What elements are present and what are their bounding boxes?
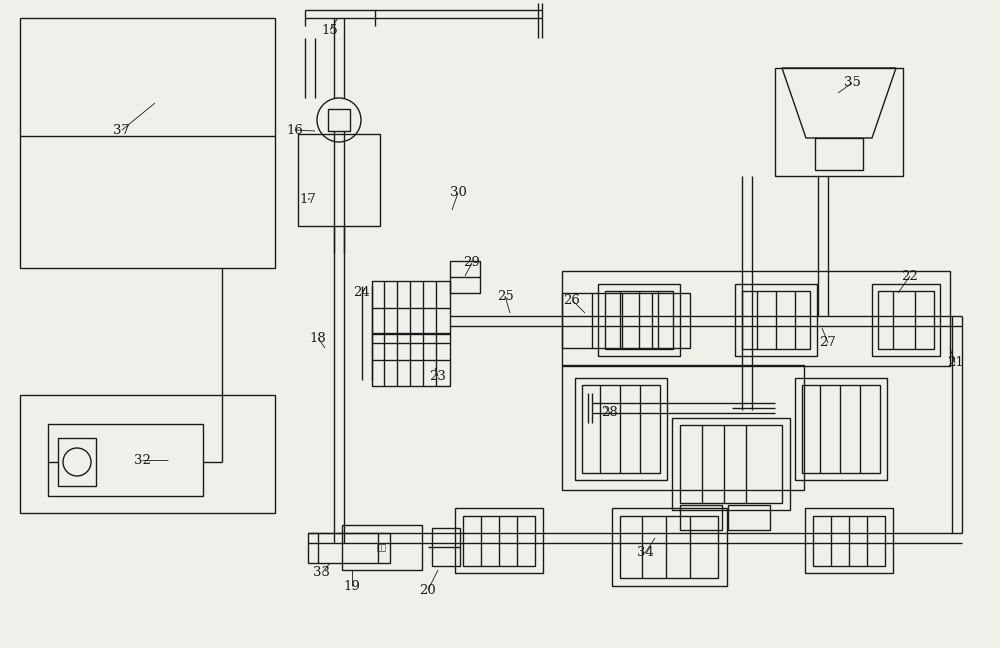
Bar: [562, 365, 804, 490]
Text: 19: 19: [344, 579, 360, 592]
Bar: [813, 516, 885, 566]
Text: 16: 16: [287, 124, 303, 137]
Bar: [463, 516, 535, 566]
Bar: [598, 284, 680, 356]
Text: 33: 33: [314, 566, 330, 579]
Bar: [775, 68, 903, 176]
Text: 27: 27: [820, 336, 836, 349]
Bar: [815, 138, 863, 170]
Text: 32: 32: [134, 454, 150, 467]
Text: 28: 28: [602, 406, 618, 419]
Bar: [802, 385, 880, 473]
Text: 24: 24: [354, 286, 370, 299]
Bar: [872, 284, 940, 356]
Text: 15: 15: [322, 23, 338, 36]
Text: 29: 29: [464, 257, 480, 270]
Bar: [48, 424, 203, 496]
Text: 17: 17: [300, 194, 316, 207]
Bar: [672, 418, 790, 510]
Bar: [342, 525, 422, 570]
Text: 21: 21: [947, 356, 963, 369]
Bar: [58, 438, 96, 486]
Text: 37: 37: [114, 124, 130, 137]
Bar: [432, 528, 460, 566]
Text: 22: 22: [902, 270, 918, 283]
Bar: [680, 505, 722, 530]
Bar: [328, 109, 350, 131]
Text: 35: 35: [844, 76, 860, 89]
Bar: [308, 533, 390, 563]
Bar: [605, 291, 673, 349]
Bar: [795, 378, 887, 480]
Bar: [742, 291, 810, 349]
Text: 30: 30: [450, 187, 466, 200]
Text: 18: 18: [310, 332, 326, 345]
Bar: [582, 385, 660, 473]
Bar: [372, 281, 450, 386]
Bar: [20, 18, 275, 268]
Bar: [620, 516, 718, 578]
Bar: [20, 395, 275, 513]
Text: 25: 25: [497, 290, 513, 303]
Bar: [680, 425, 782, 503]
Bar: [735, 284, 817, 356]
Bar: [805, 508, 893, 573]
Text: 20: 20: [420, 583, 436, 597]
Bar: [878, 291, 934, 349]
Text: 23: 23: [430, 369, 446, 382]
Bar: [575, 378, 667, 480]
Bar: [562, 271, 950, 366]
Bar: [298, 134, 380, 226]
Text: 风机: 风机: [377, 544, 387, 553]
Text: 34: 34: [637, 546, 653, 559]
Bar: [455, 508, 543, 573]
Bar: [612, 508, 727, 586]
Bar: [450, 261, 480, 293]
Bar: [562, 293, 690, 348]
Bar: [728, 505, 770, 530]
Text: 26: 26: [564, 294, 580, 307]
